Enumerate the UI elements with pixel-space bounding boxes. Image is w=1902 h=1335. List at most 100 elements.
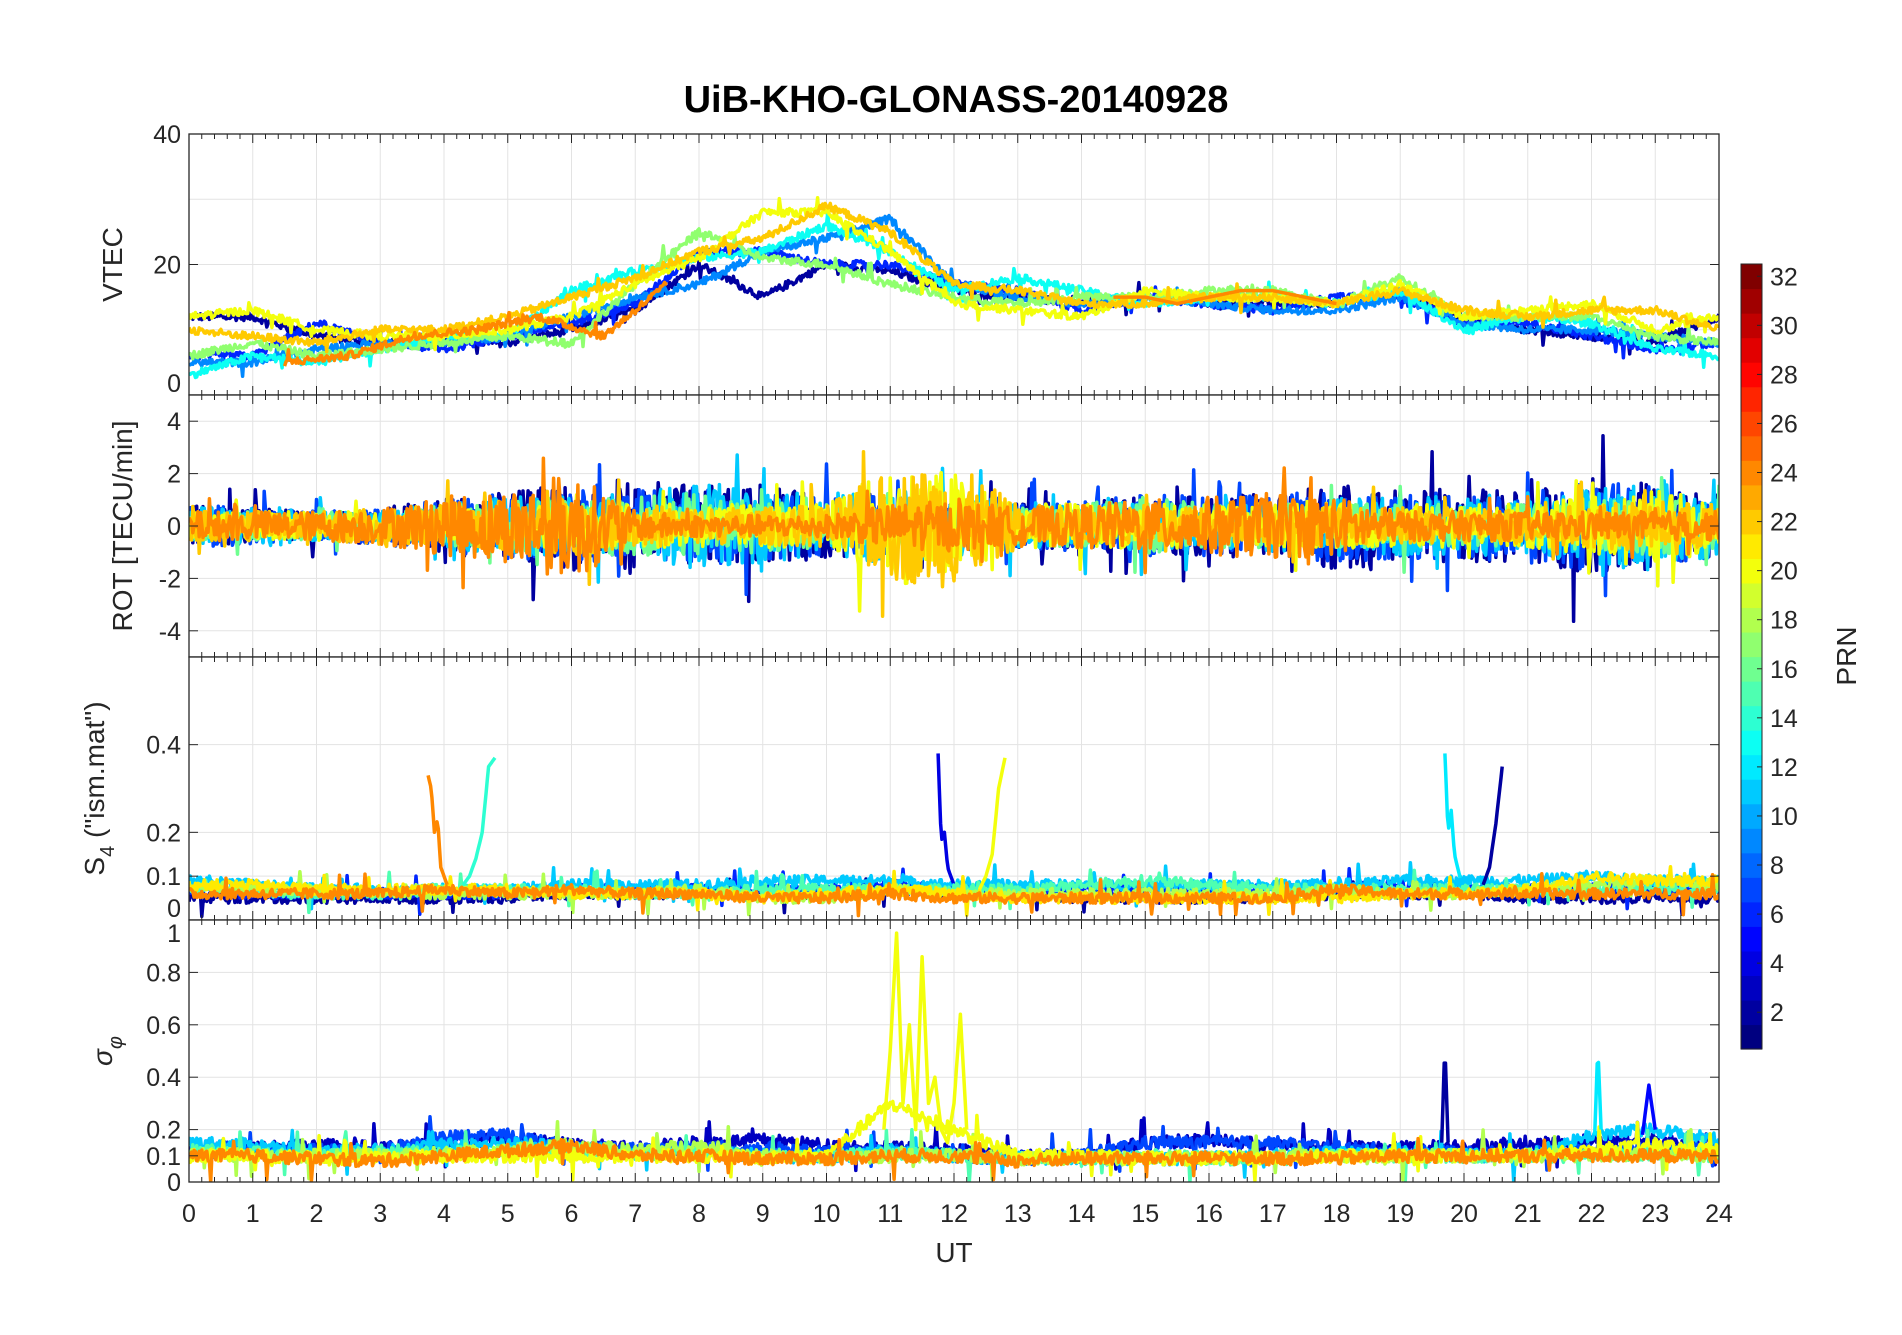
y-tick-label: 0 — [167, 1169, 181, 1197]
colorbar-swatch — [1741, 803, 1762, 829]
colorbar-swatch — [1741, 705, 1762, 731]
x-tick-label: 10 — [813, 1200, 841, 1228]
x-tick-label: 14 — [1068, 1200, 1096, 1228]
y-axis-label-main: σ — [87, 1048, 118, 1066]
series-line-prn-12 — [1592, 1060, 1603, 1135]
colorbar-swatch — [1741, 656, 1762, 682]
series-line-prn-2 — [1481, 766, 1504, 886]
colorbar-tick-label: 14 — [1770, 705, 1798, 733]
y-axis-label: ROT [TECU/min] — [107, 420, 138, 631]
colorbar-swatch — [1741, 730, 1762, 756]
x-tick-label: 8 — [692, 1200, 706, 1228]
series-line-prn-20 — [977, 757, 1007, 891]
series-line-prn-24 — [189, 872, 1719, 918]
x-tick-label: 15 — [1131, 1200, 1159, 1228]
colorbar-swatch — [1741, 950, 1762, 977]
colorbar-tick-label: 2 — [1770, 999, 1784, 1027]
colorbar-tick-label: 30 — [1770, 312, 1798, 340]
series-line-prn-5 — [1640, 1083, 1657, 1136]
series-line-prn-20 — [189, 196, 1719, 352]
colorbar-swatch — [1741, 558, 1762, 584]
series-group — [189, 931, 1719, 1182]
x-tick-label: 17 — [1259, 1200, 1287, 1228]
series-line-prn-20 — [882, 931, 969, 1145]
colorbar-swatch — [1741, 288, 1762, 314]
series-line-prn-2 — [1439, 1061, 1450, 1143]
colorbar-swatch — [1741, 1024, 1762, 1050]
y-tick-label: -2 — [159, 565, 181, 593]
x-tick-label: 23 — [1641, 1200, 1669, 1228]
colorbar-tick-label: 4 — [1770, 950, 1784, 978]
x-tick-label: 5 — [501, 1200, 515, 1228]
colorbar-swatch — [1741, 533, 1762, 559]
x-tick-label: 19 — [1386, 1200, 1414, 1228]
colorbar-swatch — [1741, 362, 1762, 388]
series-line-prn-12 — [1443, 753, 1462, 879]
colorbar-tick-label: 10 — [1770, 803, 1798, 831]
colorbar-swatch — [1741, 681, 1762, 707]
x-tick-label: 16 — [1195, 1200, 1223, 1228]
y-axis-label-main: ROT [TECU/min] — [107, 420, 138, 631]
x-tick-label: 0 — [182, 1200, 196, 1228]
y-axis-label-suffix: ("ism.mat") — [79, 701, 110, 845]
x-axis: 0 1 2 3 4 5 6 7 8 9 10 11 12 13 14 15 16 17 18 19 20 21 22 23 24 — [182, 1200, 1733, 1228]
y-tick-label: 20 — [153, 252, 181, 280]
series-line-prn-24 — [189, 1136, 1719, 1182]
y-tick-label: 0.2 — [146, 819, 181, 847]
chart-title: UiB-KHO-GLONASS-20140928 — [684, 79, 1229, 121]
y-tick-label: 4 — [167, 408, 181, 436]
y-tick-label: 0 — [167, 513, 181, 541]
x-tick-label: 1 — [246, 1200, 260, 1228]
y-tick-label: 2 — [167, 461, 181, 489]
colorbar-tick-label: 20 — [1770, 558, 1798, 586]
x-axis-label: UT — [935, 1237, 972, 1268]
colorbar-tick-label: 24 — [1770, 460, 1798, 488]
colorbar-box — [1740, 263, 1763, 1050]
colorbar-swatch — [1741, 435, 1762, 461]
colorbar-swatch — [1741, 926, 1762, 952]
series-group — [189, 196, 1719, 380]
x-tick-label: 7 — [628, 1200, 642, 1228]
colorbar-swatch — [1741, 877, 1762, 903]
y-tick-label: 0.1 — [146, 1143, 181, 1171]
colorbar-swatch — [1741, 509, 1762, 535]
panel-s4: 0 0.1 0.2 0.4 S4 ("ism.mat") — [79, 656, 1720, 923]
y-axis-label: S4 ("ism.mat") — [79, 701, 119, 875]
y-axis-label-subscript: φ — [105, 1036, 127, 1049]
colorbar-swatch — [1741, 582, 1762, 609]
y-tick-label: 0.2 — [146, 1117, 181, 1145]
colorbar-swatch — [1741, 999, 1762, 1026]
panel-sigma: 00.10.2 0.4 0.6 0.8 1 σφ — [87, 919, 1720, 1197]
colorbar-swatch — [1741, 631, 1762, 658]
colorbar-tick-label: 28 — [1770, 361, 1798, 389]
x-tick-label: 2 — [310, 1200, 324, 1228]
x-tick-label: 21 — [1514, 1200, 1542, 1228]
colorbar-swatch — [1741, 975, 1762, 1001]
colorbar-tick-label: 6 — [1770, 901, 1784, 929]
colorbar-tick-label: 18 — [1770, 607, 1798, 635]
x-tick-label: 4 — [437, 1200, 451, 1228]
y-axis-label-subscript: 4 — [97, 846, 119, 857]
colorbar-swatch — [1741, 411, 1762, 437]
y-tick-label: 0.1 — [146, 863, 181, 891]
series-line-prn-4 — [936, 753, 956, 884]
colorbar-swatch — [1741, 779, 1762, 805]
colorbar-tick-label: 32 — [1770, 263, 1798, 291]
y-axis-label-main: S — [79, 857, 110, 876]
y-tick-label: 0 — [167, 370, 181, 398]
colorbar-swatch — [1741, 754, 1762, 780]
colorbar-tick-label: 22 — [1770, 509, 1798, 537]
panel-rot: -4 -2 0 2 4 ROT [TECU/min] — [107, 394, 1720, 658]
x-tick-label: 11 — [877, 1200, 903, 1228]
colorbar-swatch — [1741, 607, 1762, 633]
y-tick-label: 1 — [167, 920, 181, 948]
colorbar-swatch — [1741, 386, 1762, 412]
colorbar-swatch — [1741, 484, 1762, 510]
series-line-prn-24 — [282, 280, 668, 367]
colorbar-swatch — [1741, 313, 1762, 339]
colorbar-swatch — [1741, 337, 1762, 363]
y-tick-label: 0 — [167, 895, 181, 923]
